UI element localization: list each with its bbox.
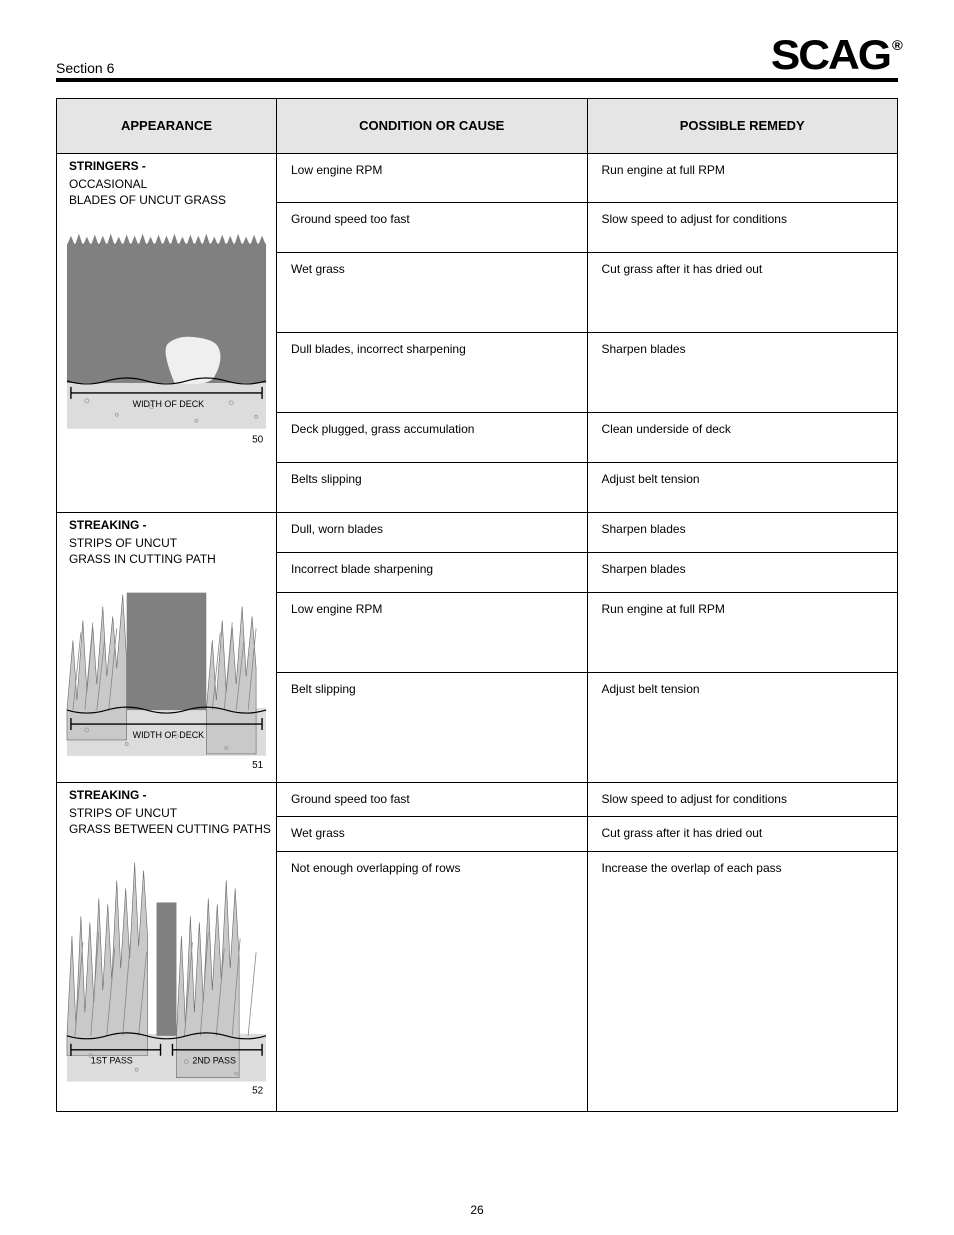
illus-label-top: STREAKING - — [69, 788, 147, 802]
remedy-cell: Clean underside of deck — [587, 413, 898, 463]
illus-width-label-2: 2ND PASS — [192, 1055, 236, 1065]
page-header: Section 6 SCAG® — [56, 34, 898, 82]
illustration-streaking-in-path: STREAKING - STRIPS OF UNCUT GRASS IN CUT… — [57, 513, 276, 782]
remedy-cell: Cut grass after it has dried out — [587, 817, 898, 852]
remedy-cell: Slow speed to adjust for conditions — [587, 782, 898, 817]
brand-logo-tm: ® — [892, 37, 903, 53]
illus-width-label: WIDTH OF DECK — [133, 730, 205, 740]
troubleshooting-table: APPEARANCE CONDITION OR CAUSE POSSIBLE R… — [56, 98, 898, 1112]
table-row: STREAKING - STRIPS OF UNCUT GRASS IN CUT… — [57, 512, 898, 552]
svg-text:GRASS BETWEEN CUTTING PATHS: GRASS BETWEEN CUTTING PATHS — [69, 821, 271, 835]
appearance-cell-streaking-in-path: STREAKING - STRIPS OF UNCUT GRASS IN CUT… — [57, 512, 277, 782]
cause-cell: Ground speed too fast — [277, 782, 588, 817]
remedy-cell: Adjust belt tension — [587, 463, 898, 513]
cause-cell: Low engine RPM — [277, 153, 588, 203]
illustration-streaking-between: STREAKING - STRIPS OF UNCUT GRASS BETWEE… — [57, 783, 276, 1112]
remedy-cell: Run engine at full RPM — [587, 153, 898, 203]
cause-cell: Incorrect blade sharpening — [277, 552, 588, 592]
cause-cell: Ground speed too fast — [277, 203, 588, 253]
svg-text:OCCASIONAL: OCCASIONAL — [69, 176, 148, 190]
cause-cell: Belts slipping — [277, 463, 588, 513]
remedy-cell: Slow speed to adjust for conditions — [587, 203, 898, 253]
remedy-cell: Sharpen blades — [587, 552, 898, 592]
illustration-stringers: STRINGERS - OCCASIONAL BLADES OF UNCUT G… — [57, 154, 276, 512]
remedy-cell: Adjust belt tension — [587, 672, 898, 782]
illus-ref: 50 — [252, 434, 264, 445]
illus-width-label: WIDTH OF DECK — [133, 398, 205, 408]
svg-text:BLADES OF UNCUT GRASS: BLADES OF UNCUT GRASS — [69, 192, 226, 206]
remedy-cell: Sharpen blades — [587, 333, 898, 413]
illus-label-top: STREAKING - — [69, 518, 147, 532]
col-remedy-header: POSSIBLE REMEDY — [587, 99, 898, 154]
illus-ref: 51 — [252, 760, 264, 771]
illus-width-label-1: 1ST PASS — [91, 1055, 133, 1065]
svg-text:STRIPS OF UNCUT: STRIPS OF UNCUT — [69, 806, 178, 820]
table-row: STRINGERS - OCCASIONAL BLADES OF UNCUT G… — [57, 153, 898, 203]
remedy-cell: Increase the overlap of each pass — [587, 852, 898, 1112]
col-appearance-header: APPEARANCE — [57, 99, 277, 154]
table-row: STREAKING - STRIPS OF UNCUT GRASS BETWEE… — [57, 782, 898, 817]
appearance-cell-streaking-between: STREAKING - STRIPS OF UNCUT GRASS BETWEE… — [57, 782, 277, 1112]
col-cause-header: CONDITION OR CAUSE — [277, 99, 588, 154]
remedy-cell: Cut grass after it has dried out — [587, 253, 898, 333]
cause-cell: Deck plugged, grass accumulation — [277, 413, 588, 463]
illus-ref: 52 — [252, 1085, 264, 1096]
cause-cell: Belt slipping — [277, 672, 588, 782]
cause-cell: Low engine RPM — [277, 592, 588, 672]
cause-cell: Not enough overlapping of rows — [277, 852, 588, 1112]
cause-cell: Dull, worn blades — [277, 512, 588, 552]
brand-logo-text: SCAG — [771, 31, 890, 78]
svg-text:STRIPS OF UNCUT: STRIPS OF UNCUT — [69, 536, 178, 550]
cause-cell: Wet grass — [277, 817, 588, 852]
brand-logo: SCAG® — [771, 34, 901, 76]
remedy-cell: Run engine at full RPM — [587, 592, 898, 672]
table-header-row: APPEARANCE CONDITION OR CAUSE POSSIBLE R… — [57, 99, 898, 154]
cause-cell: Dull blades, incorrect sharpening — [277, 333, 588, 413]
section-title: Section 6 — [56, 60, 114, 76]
cause-cell: Wet grass — [277, 253, 588, 333]
page-number: 26 — [0, 1203, 954, 1217]
svg-text:GRASS IN CUTTING PATH: GRASS IN CUTTING PATH — [69, 552, 216, 566]
illus-label-top: STRINGERS - — [69, 158, 146, 172]
remedy-cell: Sharpen blades — [587, 512, 898, 552]
appearance-cell-stringers: STRINGERS - OCCASIONAL BLADES OF UNCUT G… — [57, 153, 277, 512]
